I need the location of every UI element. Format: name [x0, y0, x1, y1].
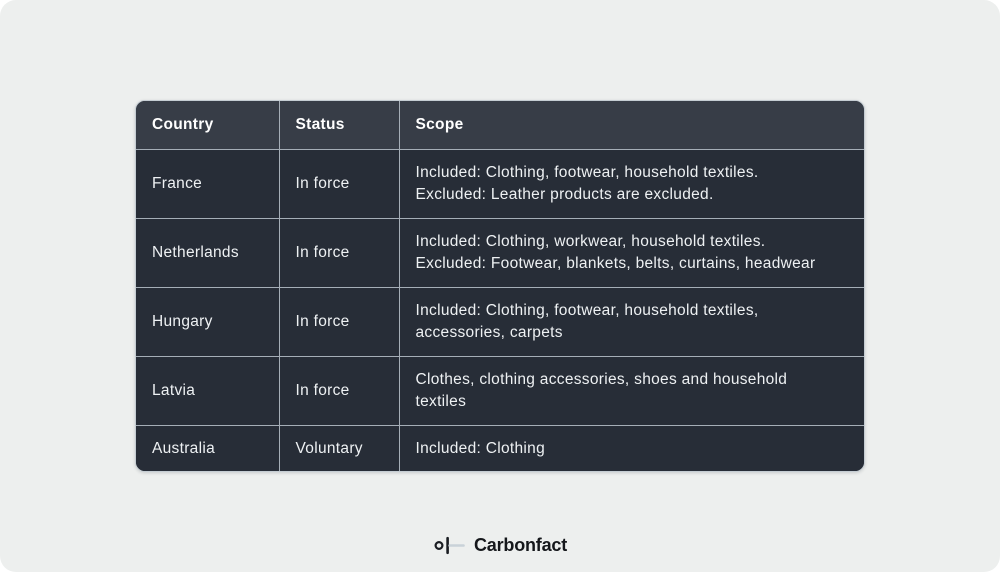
table-row-australia: Australia Voluntary Included: Clothing — [136, 424, 864, 471]
cell-status: In force — [278, 355, 400, 426]
cell-country: France — [136, 148, 280, 219]
column-header-country: Country — [136, 101, 280, 150]
cell-country: Australia — [136, 424, 280, 471]
cell-country: Hungary — [136, 286, 280, 357]
table-header-row: Country Status Scope — [136, 101, 864, 150]
column-header-scope: Scope — [398, 101, 864, 150]
column-header-status: Status — [278, 101, 400, 150]
cell-status: In force — [278, 217, 400, 288]
cell-scope: Included: Clothing, footwear, household … — [398, 286, 864, 357]
cell-country: Netherlands — [136, 217, 280, 288]
cell-scope: Included: Clothing, footwear, household … — [398, 148, 864, 219]
table-header: Country Status Scope — [136, 101, 864, 150]
cell-status: Voluntary — [278, 424, 400, 471]
cell-scope: Included: Clothing — [398, 424, 864, 471]
cell-status: In force — [278, 286, 400, 357]
brand-name: Carbonfact — [473, 534, 567, 555]
cell-scope: Clothes, clothing accessories, shoes and… — [398, 355, 864, 426]
carbonfact-logo-icon — [434, 536, 465, 555]
table-row-netherlands: Netherlands In force Included: Clothing,… — [136, 217, 864, 288]
brand-footer: Carbonfact — [0, 533, 1000, 557]
table-row-hungary: Hungary In force Included: Clothing, foo… — [136, 286, 864, 357]
table-body: France In force Included: Clothing, foot… — [136, 148, 864, 471]
regulation-table-container: Country Status Scope France In force Inc… — [135, 100, 865, 472]
cell-scope: Included: Clothing, workwear, household … — [398, 217, 864, 288]
cell-country: Latvia — [136, 355, 280, 426]
cell-status: In force — [278, 148, 400, 219]
table-row-latvia: Latvia In force Clothes, clothing access… — [136, 355, 864, 426]
regulation-table: Country Status Scope France In force Inc… — [136, 101, 864, 471]
table-row-france: France In force Included: Clothing, foot… — [136, 148, 864, 219]
